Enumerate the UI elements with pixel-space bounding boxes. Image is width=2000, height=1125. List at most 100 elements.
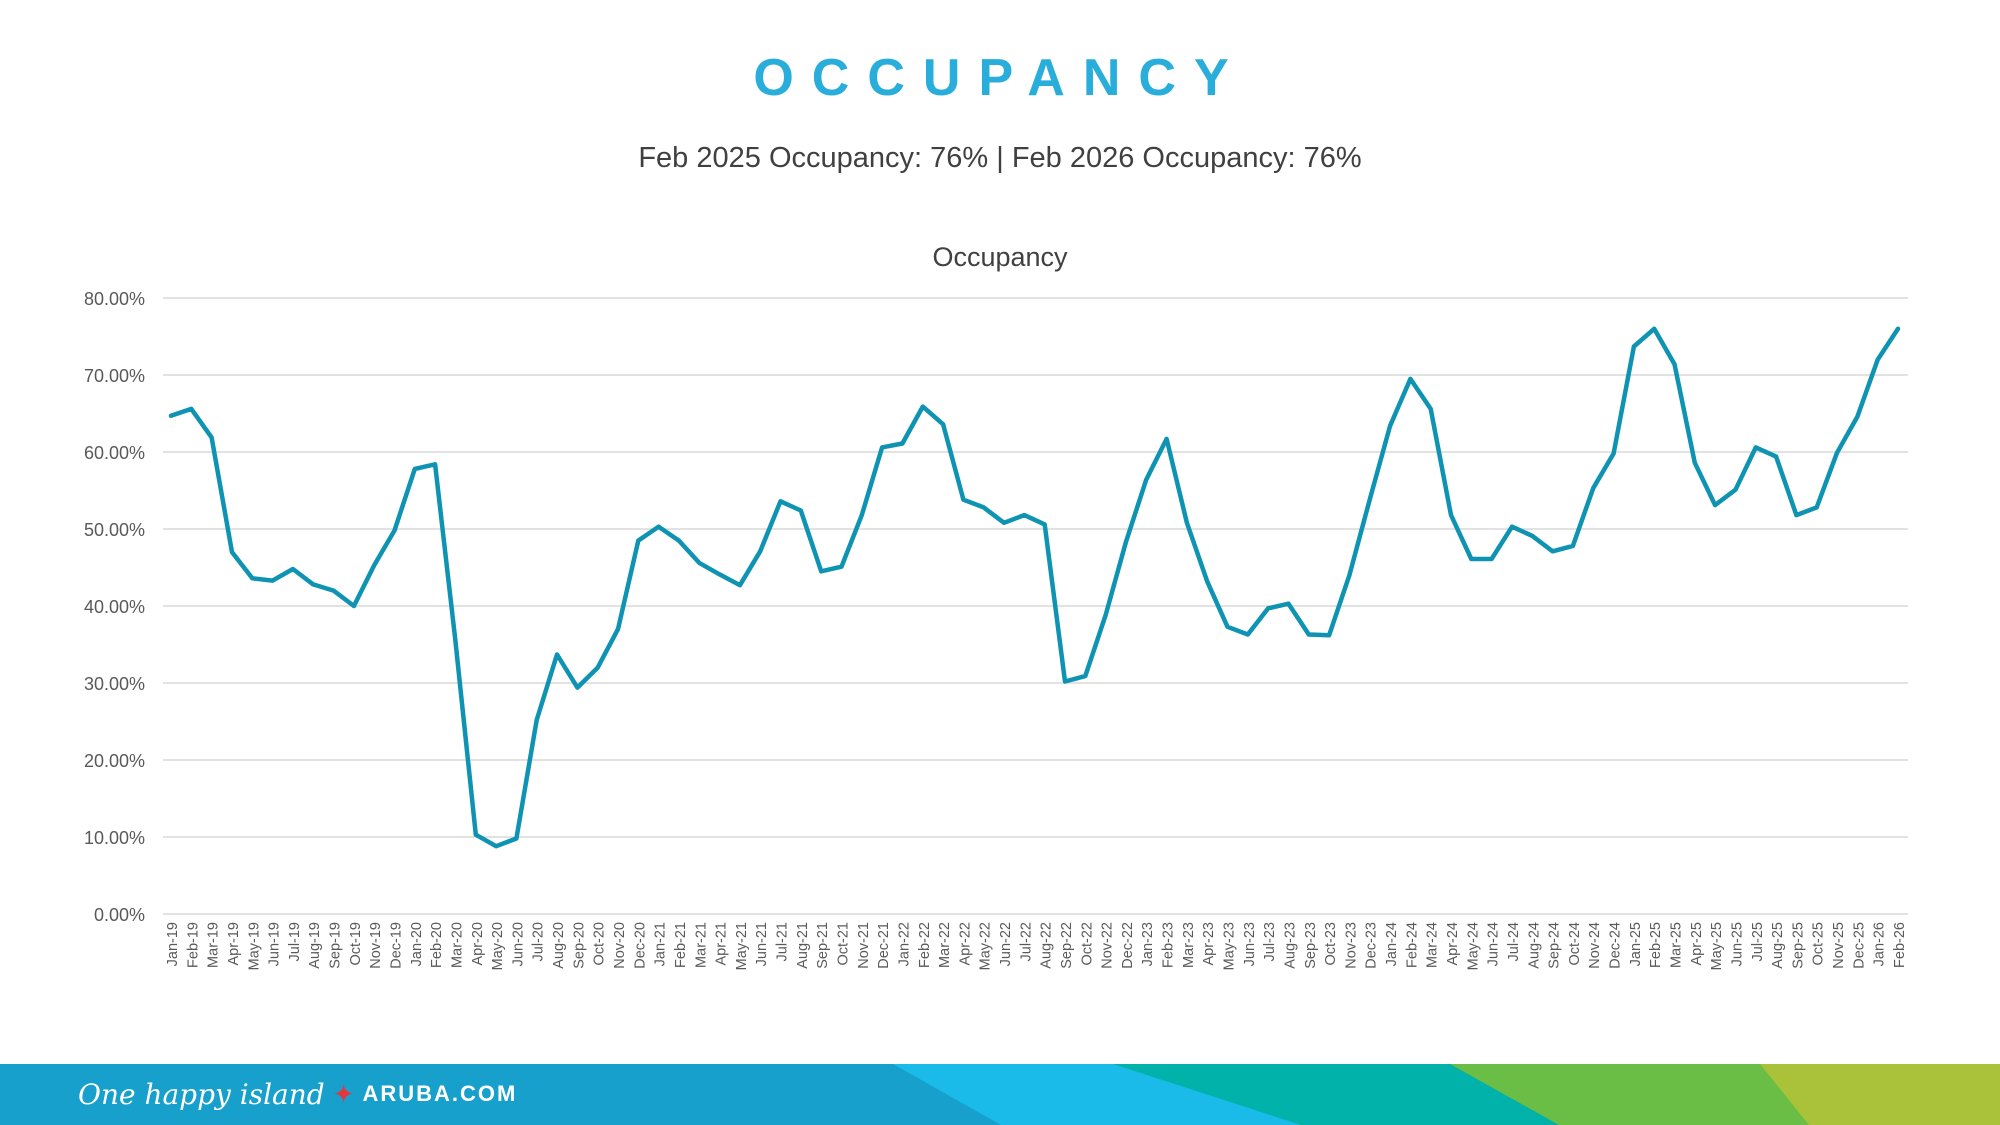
x-tick-label: Apr-24 bbox=[1445, 922, 1461, 966]
x-tick-label: Aug-22 bbox=[1039, 922, 1055, 969]
x-tick-label: Jun-20 bbox=[510, 922, 526, 966]
chart-title: Occupancy bbox=[932, 242, 1068, 272]
x-tick-label: Mar-21 bbox=[693, 922, 709, 968]
data-point bbox=[169, 413, 173, 418]
x-tick-label: Oct-25 bbox=[1811, 922, 1827, 966]
data-point bbox=[1042, 522, 1047, 527]
data-point bbox=[473, 832, 478, 837]
data-point bbox=[819, 569, 824, 574]
data-point bbox=[555, 652, 560, 657]
x-tick-label: Nov-22 bbox=[1100, 922, 1116, 969]
data-point bbox=[1327, 633, 1332, 638]
x-tick-label: Oct-21 bbox=[835, 922, 851, 966]
x-tick-label: Sep-25 bbox=[1790, 922, 1806, 969]
data-point bbox=[1611, 451, 1616, 456]
data-point bbox=[1875, 357, 1880, 362]
x-tick-label: Jan-20 bbox=[409, 922, 425, 966]
x-tick-label: Feb-21 bbox=[673, 922, 689, 968]
data-point bbox=[209, 435, 214, 440]
data-point bbox=[1428, 406, 1433, 411]
data-point bbox=[1123, 540, 1128, 545]
data-point bbox=[1855, 414, 1860, 419]
x-tick-label: Nov-21 bbox=[856, 922, 872, 969]
x-tick-label: Jul-23 bbox=[1262, 922, 1278, 962]
data-point bbox=[941, 422, 946, 427]
x-tick-label: Sep-22 bbox=[1059, 922, 1075, 969]
aruba-logo[interactable]: One happy island ✦ ARUBA.COM bbox=[78, 1074, 517, 1114]
y-tick-label: 70.00% bbox=[84, 366, 145, 386]
x-tick-label: Apr-19 bbox=[226, 922, 242, 966]
x-tick-label: Jun-24 bbox=[1486, 922, 1502, 966]
x-tick-label: May-24 bbox=[1465, 922, 1481, 970]
x-tick-label: Feb-22 bbox=[917, 922, 933, 968]
data-point bbox=[1672, 362, 1677, 367]
data-point bbox=[514, 836, 519, 841]
data-point bbox=[1286, 601, 1291, 606]
data-point bbox=[1002, 520, 1007, 525]
x-tick-label: Feb-26 bbox=[1892, 922, 1908, 968]
data-point bbox=[961, 497, 966, 502]
x-tick-label: Oct-19 bbox=[348, 922, 364, 966]
x-tick-label: Jan-23 bbox=[1140, 922, 1156, 966]
x-tick-label: Feb-24 bbox=[1404, 922, 1420, 968]
data-point bbox=[392, 528, 397, 533]
data-point bbox=[1489, 557, 1494, 562]
x-tick-label: Sep-24 bbox=[1547, 922, 1563, 969]
data-point bbox=[290, 567, 295, 572]
data-point bbox=[798, 508, 803, 513]
data-point bbox=[1469, 557, 1474, 562]
y-tick-label: 10.00% bbox=[84, 828, 145, 848]
data-point bbox=[1144, 477, 1149, 482]
x-tick-label: Jan-24 bbox=[1384, 922, 1400, 966]
x-tick-label: Sep-23 bbox=[1303, 922, 1319, 969]
data-point bbox=[372, 563, 377, 568]
data-point bbox=[1591, 486, 1596, 491]
x-tick-label: Aug-23 bbox=[1282, 922, 1298, 969]
x-tick-label: Jan-25 bbox=[1628, 922, 1644, 966]
x-tick-label: May-21 bbox=[734, 922, 750, 970]
y-tick-label: 20.00% bbox=[84, 751, 145, 771]
data-point bbox=[1408, 376, 1413, 381]
data-point bbox=[1245, 632, 1250, 637]
data-point bbox=[1814, 505, 1819, 510]
data-point bbox=[676, 538, 681, 543]
x-tick-label: Sep-19 bbox=[328, 922, 344, 969]
y-tick-label: 80.00% bbox=[84, 289, 145, 309]
data-point bbox=[1184, 520, 1189, 525]
x-tick-label: Nov-24 bbox=[1587, 922, 1603, 969]
data-point bbox=[1225, 624, 1230, 629]
data-point bbox=[575, 685, 580, 690]
x-tick-label: Oct-24 bbox=[1567, 922, 1583, 966]
data-point bbox=[311, 582, 316, 587]
x-tick-label: Jan-22 bbox=[896, 922, 912, 966]
x-tick-label: Oct-22 bbox=[1079, 922, 1095, 966]
x-tick-label: Dec-23 bbox=[1364, 922, 1380, 969]
data-point bbox=[636, 538, 641, 543]
x-tick-label: Feb-20 bbox=[429, 922, 445, 968]
data-point bbox=[1692, 460, 1697, 465]
x-tick-label: May-22 bbox=[978, 922, 994, 970]
data-point bbox=[534, 717, 539, 722]
data-point bbox=[1306, 632, 1311, 637]
x-tick-label: Mar-23 bbox=[1181, 922, 1197, 968]
data-point bbox=[331, 588, 336, 593]
data-point bbox=[737, 583, 742, 588]
x-tick-label: Mar-19 bbox=[206, 922, 222, 968]
x-tick-label: Aug-20 bbox=[551, 922, 567, 969]
x-tick-label: Jul-24 bbox=[1506, 922, 1522, 962]
x-tick-label: Jul-20 bbox=[531, 922, 547, 962]
data-point bbox=[189, 406, 194, 411]
logo-site-text: ARUBA.COM bbox=[362, 1081, 518, 1106]
footer-banner bbox=[0, 1064, 2000, 1125]
data-point bbox=[900, 441, 905, 446]
data-point bbox=[615, 627, 620, 632]
series-line-occupancy bbox=[168, 326, 1901, 849]
x-tick-label: Jul-21 bbox=[775, 922, 791, 962]
data-point bbox=[1509, 524, 1514, 529]
x-tick-label: Mar-20 bbox=[449, 922, 465, 968]
x-tick-label: Apr-21 bbox=[714, 922, 730, 966]
data-point bbox=[1388, 423, 1393, 428]
data-point bbox=[778, 499, 783, 504]
data-point bbox=[229, 550, 234, 555]
x-tick-label: Mar-24 bbox=[1425, 922, 1441, 968]
